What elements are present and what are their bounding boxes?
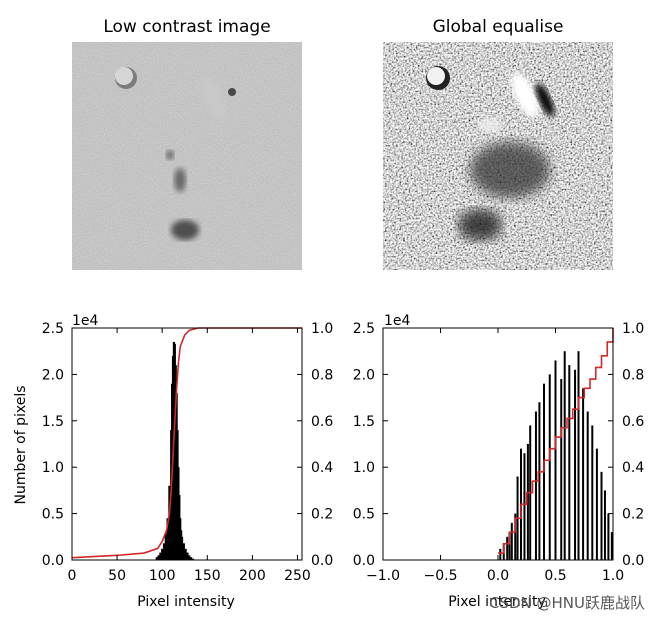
x-tick-label: 250	[284, 568, 311, 584]
equalised-histogram-chart: −1.0 −0.5 0.0 0.5 1.0 0.0 0.5 1.0 1.5 2.0 2.5 0.0…	[353, 313, 645, 610]
histogram-bar	[514, 513, 517, 560]
x-tick-label: 0	[68, 568, 77, 584]
y-multiplier: 1e4	[384, 313, 411, 329]
y-tick-label: 2.5	[353, 321, 375, 337]
x-tick-label: 100	[149, 568, 176, 584]
histogram-bar	[560, 379, 563, 560]
histogram-bar	[526, 444, 529, 560]
x-axis-label: Pixel intensity	[448, 594, 546, 610]
histogram-bar	[591, 425, 594, 560]
y2-tick-label: 0.4	[311, 460, 333, 476]
histogram-bar	[161, 548, 164, 560]
histogram-bar	[499, 548, 502, 560]
histogram-bar	[586, 411, 589, 560]
left-image-title: Low contrast image	[103, 17, 270, 37]
y-tick-label: 1.0	[42, 460, 64, 476]
x-tick-label: 200	[239, 568, 266, 584]
low-contrast-histogram-chart: 0 50 100 150 200 250 0.00.51.01.52.02.5 0.00.…	[13, 313, 333, 610]
x-tick-label: 150	[194, 568, 221, 584]
x-tick-label: 1.0	[602, 568, 624, 584]
cdf-line	[71, 327, 302, 559]
y2-ticks: 0.0 0.2 0.4 0.6 0.8 1.0	[297, 321, 333, 569]
y-tick-label: 1.5	[42, 414, 64, 430]
axes-frame	[71, 327, 303, 561]
x-tick-label: 0.5	[544, 568, 566, 584]
histogram-bar	[168, 485, 171, 560]
y2-tick-label: 0.0	[311, 553, 333, 569]
histogram-bar	[166, 518, 169, 560]
histogram-bar	[534, 411, 537, 560]
y2-ticks: 0.0 0.2 0.4 0.6 0.8 1.0	[608, 321, 644, 569]
histogram-bar	[159, 552, 162, 560]
y-tick-label: 0.5	[42, 507, 64, 523]
y2-tick-label: 1.0	[622, 321, 644, 337]
low-contrast-image	[72, 42, 302, 270]
histogram-bar	[607, 513, 610, 560]
y-tick-label: 2.0	[353, 367, 375, 383]
y2-tick-label: 0.0	[622, 553, 644, 569]
y2-tick-label: 0.8	[311, 367, 333, 383]
histogram-bar	[182, 543, 185, 560]
histogram-bar	[186, 552, 189, 560]
histogram-bar	[164, 534, 167, 560]
histogram-bar	[595, 448, 598, 560]
histogram-bar	[568, 365, 571, 560]
histogram-bar	[538, 402, 541, 560]
histogram-bar	[610, 532, 613, 560]
histogram-bar	[510, 522, 513, 560]
y2-tick-label: 0.6	[311, 414, 333, 430]
x-tick-label: 0.0	[487, 568, 509, 584]
y-tick-label: 0.5	[353, 507, 375, 523]
x-tick-label: 50	[108, 568, 126, 584]
y-tick-label: 0.0	[42, 553, 64, 569]
x-axis-label: Pixel intensity	[137, 594, 235, 610]
y2-tick-label: 0.8	[622, 367, 644, 383]
histogram-bars	[499, 351, 613, 560]
histogram-bar	[600, 471, 603, 560]
histogram-bar	[554, 360, 557, 560]
equalised-image	[383, 42, 613, 270]
histogram-bar	[189, 557, 193, 560]
y2-tick-label: 0.2	[311, 507, 333, 523]
x-tick-label: −1.0	[366, 568, 400, 584]
right-image-title: Global equalise	[433, 17, 564, 37]
x-ticks: −1.0 −0.5 0.0 0.5 1.0	[366, 328, 624, 584]
y-tick-label: 2.0	[42, 367, 64, 383]
y-tick-label: 0.0	[353, 553, 375, 569]
y2-tick-label: 1.0	[311, 321, 333, 337]
y-tick-label: 1.0	[353, 460, 375, 476]
histogram-bars	[155, 341, 194, 560]
y2-tick-label: 0.4	[622, 460, 644, 476]
histogram-bar	[191, 558, 194, 560]
y-ticks: 0.0 0.5 1.0 1.5 2.0 2.5	[42, 321, 77, 569]
histogram-bar	[574, 369, 577, 560]
histogram-bar	[582, 388, 585, 560]
histogram-bar	[508, 532, 511, 560]
histogram-bar	[563, 351, 566, 560]
cdf-line	[498, 328, 614, 554]
histogram-bar	[188, 555, 191, 560]
y-axis-label: Number of pixels	[13, 385, 29, 504]
histogram-bar	[157, 555, 160, 560]
y2-tick-label: 0.2	[622, 507, 644, 523]
y2-tick-label: 0.6	[622, 414, 644, 430]
histogram-bar	[180, 536, 184, 560]
histogram-bar	[506, 536, 509, 560]
y-ticks: 0.0 0.5 1.0 1.5 2.0 2.5	[353, 321, 388, 569]
histogram-bar	[548, 374, 551, 560]
x-ticks: 0 50 100 150 200 250	[68, 328, 311, 584]
y-multiplier: 1e4	[72, 313, 99, 329]
histogram-bar	[162, 543, 166, 560]
histogram-bar	[603, 490, 606, 560]
y-tick-label: 2.5	[42, 321, 64, 337]
x-tick-label: −0.5	[424, 568, 458, 584]
histogram-bar	[184, 548, 187, 560]
y-tick-label: 1.5	[353, 414, 375, 430]
histogram-bar	[155, 557, 158, 560]
watermark: CSDN @HNU跃鹿战队	[489, 594, 645, 612]
histogram-bar	[523, 453, 526, 560]
histogram-bar	[577, 351, 580, 560]
